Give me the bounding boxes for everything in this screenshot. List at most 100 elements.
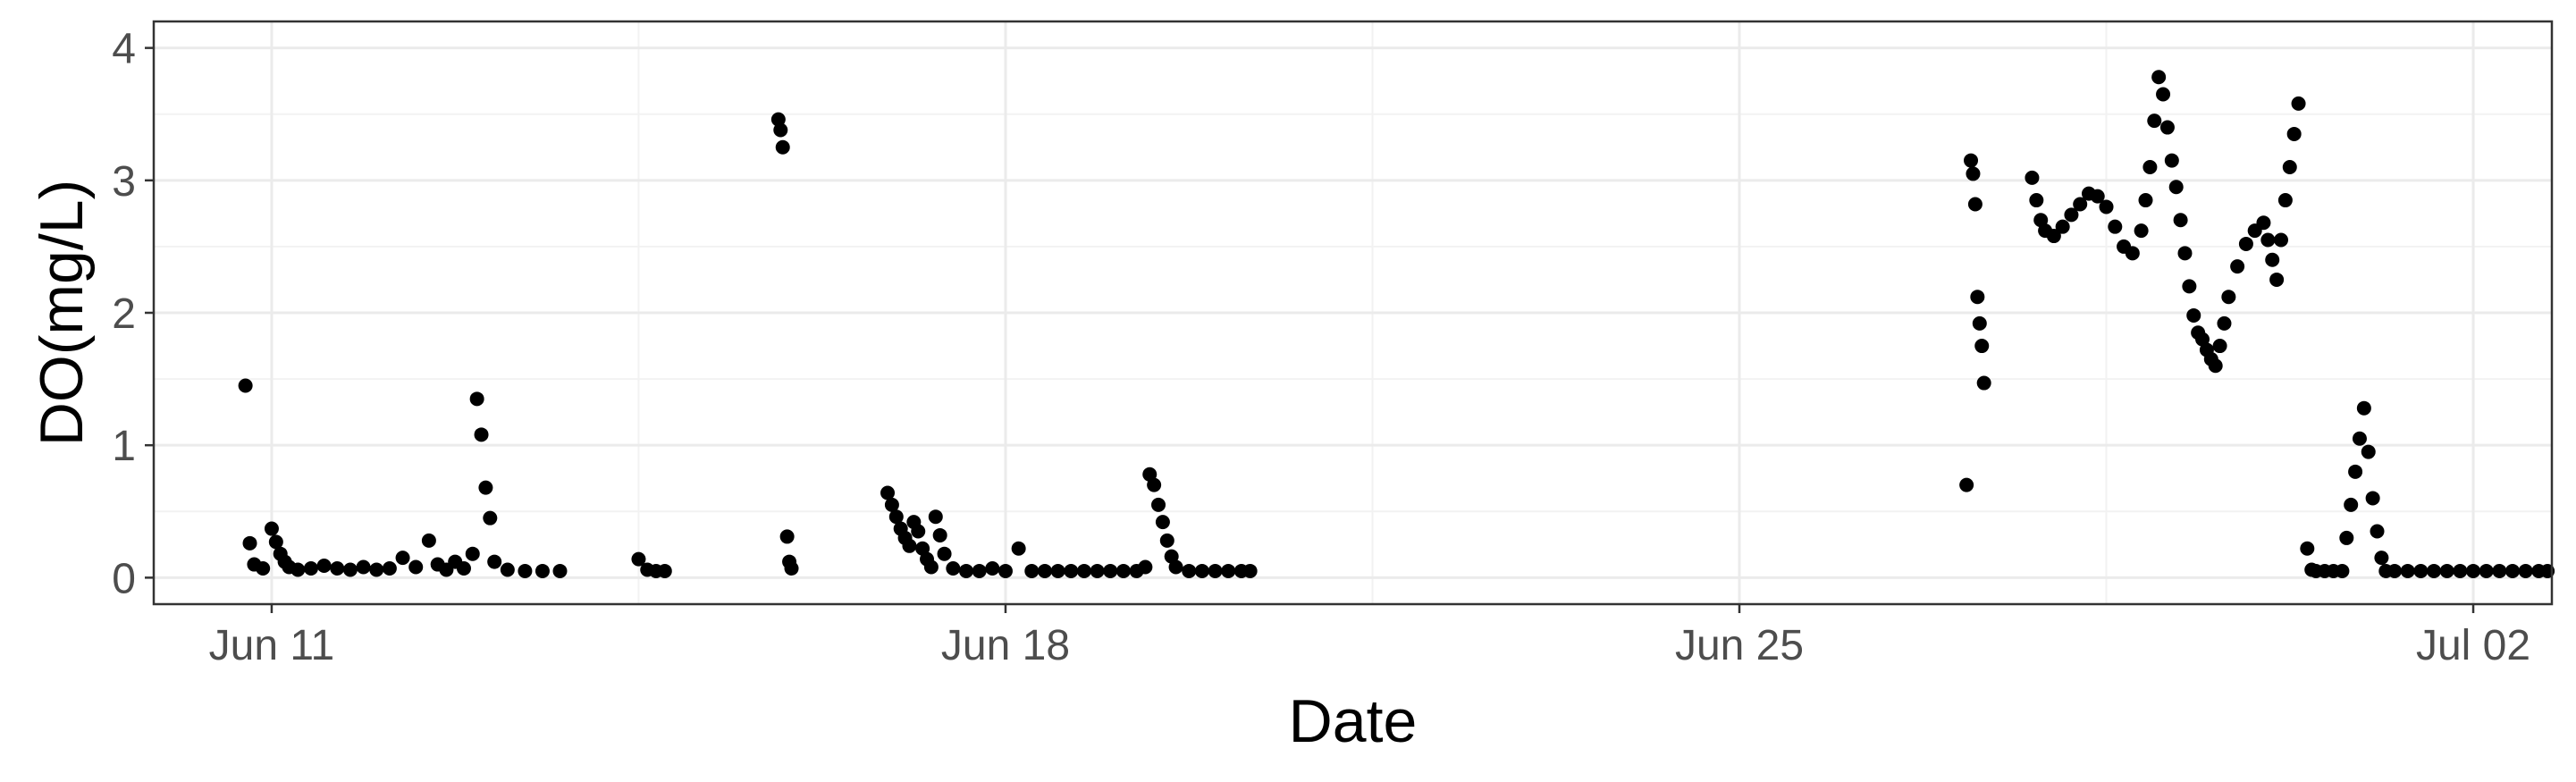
data-point [342,562,358,577]
data-point [469,391,484,407]
data-point [465,546,480,561]
data-point [2466,563,2481,578]
data-point [2361,444,2376,459]
data-point [2055,219,2070,234]
data-point [1147,477,1162,492]
data-point [2300,541,2315,556]
data-point [2046,229,2061,244]
data-point [316,559,332,574]
data-point [937,546,952,561]
data-point [1159,533,1174,548]
data-point [518,563,533,578]
data-point [2108,219,2123,234]
data-point [2221,290,2236,305]
x-tick-labels: Jun 11 Jun 18 Jun 25 Jul 02 [209,622,2530,669]
x-axis-title: Date [1289,687,1418,755]
data-point [356,559,371,575]
data-point [2212,339,2227,354]
x-tick-label: Jun 18 [941,622,1070,669]
y-tick-label: 3 [112,158,136,206]
data-point [2029,193,2044,208]
data-point [474,427,489,442]
data-point [946,560,961,576]
data-point [1076,563,1091,578]
data-point [2230,259,2245,274]
data-point [2164,153,2179,168]
data-point [2400,563,2415,578]
data-point [1115,563,1131,578]
data-point [2168,180,2184,195]
data-point [242,535,257,551]
data-point [1974,339,1990,354]
data-point [290,562,306,577]
data-point [535,563,550,578]
data-point [1064,563,1079,578]
data-point [1970,290,1985,305]
data-point [2208,358,2223,374]
data-point [2090,189,2105,204]
x-tick-label: Jun 25 [1675,622,1804,669]
data-point [631,551,646,567]
data-point [928,509,943,525]
data-point [1155,515,1170,530]
data-point [1138,559,1153,575]
data-point [880,485,896,500]
data-point [2099,199,2114,214]
data-point [1194,563,1209,578]
data-point [2453,563,2468,578]
data-point [1972,315,1987,331]
data-point [2177,246,2193,261]
data-point [303,560,318,576]
data-point [779,529,795,544]
data-point [2217,315,2232,331]
data-point [500,562,515,577]
data-point [2073,197,2088,212]
data-point [1976,375,1991,391]
data-point [369,562,384,577]
data-point [2186,307,2201,323]
data-point [256,560,271,576]
data-point [2125,246,2140,261]
data-point [2348,464,2363,479]
data-point [2286,126,2302,141]
data-point [2147,114,2162,129]
data-point [985,560,1000,576]
data-point [2505,563,2521,578]
data-point [2335,563,2350,578]
data-point [2138,193,2153,208]
data-point [2277,193,2293,208]
axis-ticks [145,46,2475,613]
data-point [2269,272,2285,287]
y-axis-title: DO(mg/L) [28,180,96,446]
major-gridlines [154,21,2552,604]
data-point [330,560,345,576]
data-point [888,509,904,525]
data-point [1959,477,1974,492]
x-tick-label: Jul 02 [2416,622,2530,669]
data-point [2374,551,2389,566]
data-point [2365,491,2380,506]
data-point [657,563,672,578]
minor-gridlines [154,21,2552,604]
data-point [2427,563,2442,578]
data-point [2518,563,2533,578]
data-point [2413,563,2429,578]
data-point [884,497,899,512]
data-point [2479,563,2494,578]
y-tick-label: 0 [112,555,136,602]
data-point [2025,170,2040,185]
data-point [2064,207,2079,223]
data-points [238,70,2555,578]
data-point [2260,232,2276,248]
data-point [2492,563,2507,578]
data-point [1050,563,1065,578]
data-point [2352,431,2367,446]
data-point [1182,563,1197,578]
data-point [2134,223,2149,239]
data-point [2156,87,2171,102]
data-point [395,551,410,566]
data-point [2151,70,2167,85]
data-point [1966,166,1981,181]
